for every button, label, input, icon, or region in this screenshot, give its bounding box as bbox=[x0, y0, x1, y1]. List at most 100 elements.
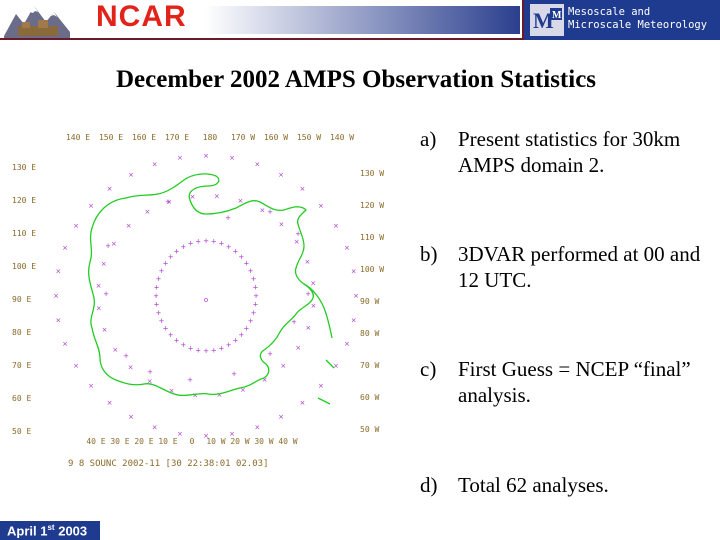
observation-marker: × bbox=[152, 424, 158, 432]
footer-date-day: April 1 bbox=[7, 523, 48, 539]
observation-marker: × bbox=[318, 202, 324, 210]
observation-marker: + bbox=[251, 275, 257, 283]
observation-marker: + bbox=[187, 376, 193, 384]
observation-marker: + bbox=[159, 267, 165, 275]
observation-marker: × bbox=[128, 364, 134, 372]
observation-marker: + bbox=[105, 242, 111, 250]
svg-text:M: M bbox=[533, 8, 554, 33]
observation-marker: × bbox=[177, 430, 183, 438]
map-bottom-longitude-labels: 40 E 30 E 20 E 10 E 0 10 W 20 W 30 W 40 W bbox=[86, 437, 297, 446]
map-longitude-label: 90 W bbox=[360, 297, 379, 306]
observation-markers: × × × × × × × × × × × × × × × × × × × × × × × × × × × × × × × × × × × × × × × ×… bbox=[53, 152, 359, 440]
map-longitude-label: 120 E bbox=[12, 196, 36, 205]
map-longitude-label: 160 W bbox=[264, 133, 288, 142]
mmm-logo-icon: M M bbox=[530, 4, 564, 36]
observation-marker: + bbox=[163, 260, 169, 268]
observation-marker: × bbox=[259, 207, 265, 215]
observation-marker: + bbox=[232, 248, 238, 256]
observation-marker: × bbox=[55, 316, 61, 324]
observation-marker: × bbox=[169, 387, 175, 395]
observation-marker: × bbox=[101, 260, 107, 268]
observation-marker: + bbox=[195, 346, 201, 354]
observation-marker: + bbox=[248, 267, 254, 275]
observation-marker: × bbox=[305, 258, 311, 266]
observation-marker: × bbox=[152, 160, 158, 168]
bullet-text: First Guess = NCEP “final” analysis. bbox=[458, 357, 691, 407]
observation-marker: + bbox=[231, 370, 237, 378]
observation-marker: × bbox=[262, 376, 268, 384]
observation-marker: + bbox=[168, 253, 174, 261]
observation-marker: + bbox=[244, 260, 250, 268]
observation-marker: + bbox=[291, 318, 297, 326]
observation-marker: + bbox=[174, 336, 180, 344]
observation-marker: × bbox=[107, 185, 113, 193]
observation-marker: × bbox=[214, 192, 220, 200]
antarctic-observation-map: 140 E 150 E 160 E 170 E 180 170 W 160 W 150 W 14… bbox=[12, 132, 384, 469]
observation-marker: + bbox=[159, 317, 165, 325]
slide-footer: April 1st 2003 bbox=[0, 521, 100, 540]
map-longitude-label: 40 W bbox=[278, 437, 297, 446]
observation-marker: + bbox=[174, 248, 180, 256]
map-longitude-label: 60 E bbox=[12, 394, 31, 403]
map-longitude-label: 70 E bbox=[12, 361, 31, 370]
footer-date-year: 2003 bbox=[58, 523, 88, 539]
observation-marker: × bbox=[73, 222, 79, 230]
observation-marker: × bbox=[311, 302, 317, 310]
bullet-item-b: b) 3DVAR performed at 00 and 12 UTC. bbox=[420, 241, 710, 293]
map-longitude-label: 70 W bbox=[360, 361, 379, 370]
map-longitude-label: 80 W bbox=[360, 329, 379, 338]
map-longitude-label: 60 W bbox=[360, 393, 379, 402]
observation-marker: × bbox=[62, 340, 68, 348]
observation-marker: × bbox=[55, 268, 61, 276]
map-longitude-label: 140 W bbox=[330, 133, 354, 142]
observation-marker: + bbox=[188, 240, 194, 248]
observation-marker: + bbox=[180, 243, 186, 251]
observation-marker: × bbox=[229, 430, 235, 438]
map-top-longitude-labels: 140 E 150 E 160 E 170 E 180 170 W 160 W 150 W 14… bbox=[66, 133, 354, 142]
map-longitude-label: 140 E bbox=[66, 133, 90, 142]
map-longitude-label: 0 bbox=[190, 437, 195, 446]
map-longitude-label: 10 E bbox=[158, 437, 177, 446]
header-gradient-band bbox=[70, 6, 520, 34]
observation-marker: + bbox=[188, 344, 194, 352]
observation-marker: × bbox=[96, 282, 102, 290]
division-line-2: Microscale Meteorology bbox=[568, 19, 708, 31]
map-longitude-label: 130 W bbox=[360, 169, 384, 178]
observation-marker: × bbox=[240, 386, 246, 394]
bullet-text: Total 62 analyses. bbox=[458, 473, 609, 497]
map-longitude-label: 10 W bbox=[206, 437, 225, 446]
observation-marker: × bbox=[203, 152, 209, 160]
observation-marker: + bbox=[203, 347, 209, 355]
observation-marker: + bbox=[203, 237, 209, 245]
map-longitude-label: 110 W bbox=[360, 233, 384, 242]
observation-marker: + bbox=[295, 230, 301, 238]
observation-marker: × bbox=[278, 220, 284, 228]
mmm-division-badge: M M Mesoscale and Microscale Meteorology bbox=[522, 0, 720, 40]
observation-marker: + bbox=[226, 243, 232, 251]
observation-marker: × bbox=[344, 340, 350, 348]
bullet-letter: b) bbox=[420, 242, 438, 266]
observation-marker: + bbox=[165, 198, 171, 206]
observation-marker: + bbox=[251, 309, 257, 317]
observation-marker: × bbox=[216, 391, 222, 399]
observation-marker: + bbox=[156, 275, 162, 283]
observation-marker: × bbox=[166, 198, 172, 206]
footer-date-suffix: st bbox=[47, 523, 55, 532]
observation-marker: × bbox=[294, 238, 300, 246]
observation-marker: × bbox=[305, 324, 311, 332]
observation-marker: + bbox=[154, 283, 160, 291]
observation-marker: + bbox=[163, 324, 169, 332]
observation-marker: + bbox=[248, 317, 254, 325]
observation-marker: + bbox=[103, 290, 109, 298]
bullet-letter: a) bbox=[420, 127, 437, 151]
observation-marker: + bbox=[168, 331, 174, 339]
observation-marker: + bbox=[225, 214, 231, 222]
bullet-letter: c) bbox=[420, 357, 437, 381]
observation-marker: × bbox=[280, 362, 286, 370]
observation-marker: × bbox=[107, 399, 113, 407]
observation-marker: × bbox=[53, 292, 59, 300]
observation-marker: × bbox=[126, 222, 132, 230]
observation-marker: + bbox=[219, 344, 225, 352]
map-longitude-label: 100 W bbox=[360, 265, 384, 274]
observation-marker: + bbox=[123, 352, 129, 360]
